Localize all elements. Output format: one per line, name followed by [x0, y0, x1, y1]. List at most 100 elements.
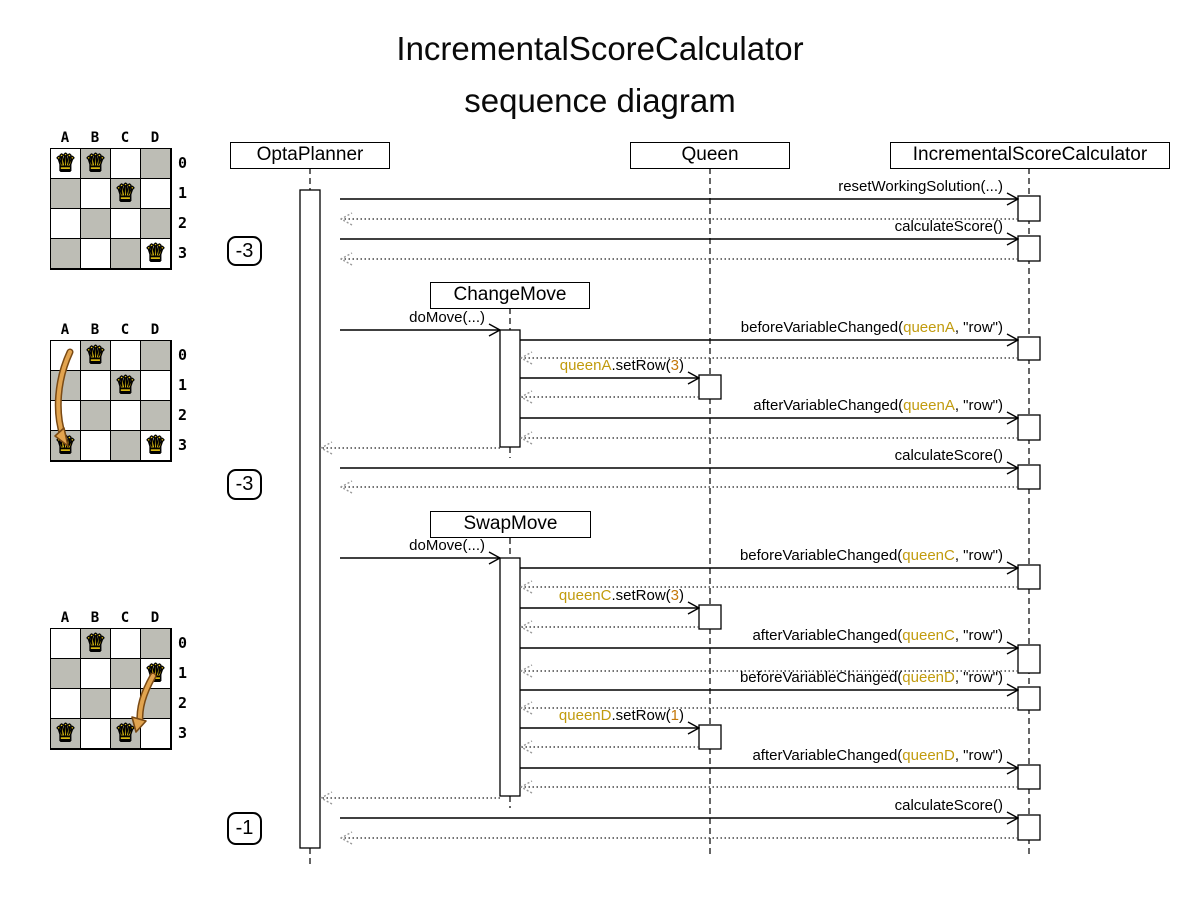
object-swapmove: SwapMove [430, 511, 591, 538]
board-cell: ♛ [111, 719, 141, 749]
activation-box [1017, 464, 1041, 490]
queen-icon: ♛ [54, 150, 77, 178]
message-label: calculateScore() [895, 447, 1003, 465]
board-cell [111, 149, 141, 179]
row-label: 2 [178, 406, 188, 424]
board-cell: ♛ [111, 179, 141, 209]
row-label: 2 [178, 694, 188, 712]
message-label: calculateScore() [895, 218, 1003, 236]
board-cell [81, 209, 111, 239]
queen-icon: ♛ [54, 720, 77, 748]
activation-box [1017, 195, 1041, 222]
label-part: , "row") [954, 669, 1003, 686]
label-part-param: queenC [902, 547, 955, 564]
column-label: B [90, 322, 100, 338]
participant-incrementalscorecalculator: IncrementalScoreCalculator [890, 142, 1170, 169]
board-cell: ♛ [51, 149, 81, 179]
board-cell [141, 179, 171, 209]
label-part-value: 3 [670, 357, 679, 374]
label-part: , "row") [954, 747, 1003, 764]
board-cell [81, 371, 111, 401]
activation-bar [499, 557, 521, 797]
label-part-param: queenD [558, 707, 612, 724]
label-part: calculateScore() [894, 447, 1003, 464]
board-cell [51, 689, 81, 719]
label-part: afterVariableChanged( [752, 747, 903, 764]
column-label: C [120, 322, 130, 338]
column-label: A [60, 322, 70, 338]
label-part: , "row") [954, 319, 1003, 336]
activation-box [698, 724, 722, 750]
label-part-param: queenC [558, 587, 612, 604]
activation-box [1017, 764, 1041, 790]
object-changemove: ChangeMove [430, 282, 590, 309]
message-label: calculateScore() [895, 797, 1003, 815]
board-cell [51, 659, 81, 689]
board-cell [141, 629, 171, 659]
board-cell [141, 689, 171, 719]
label-part-param: queenC [902, 627, 955, 644]
label-part-value: 3 [670, 587, 679, 604]
board-cell [111, 341, 141, 371]
board-cell [111, 209, 141, 239]
label-part-param: queenD [902, 669, 955, 686]
board-cell [111, 239, 141, 269]
score-badge-1: -3 [227, 236, 262, 266]
board-grid: ♛ ♛ ♛ ♛ [50, 148, 172, 270]
score-badge-2: -3 [227, 469, 262, 500]
message-label: queenC.setRow(3) [559, 587, 684, 605]
message-label: doMove(...) [409, 309, 485, 327]
label-part: doMove(...) [409, 309, 485, 326]
label-part: , "row") [954, 627, 1003, 644]
board-cell [81, 719, 111, 749]
row-label: 3 [178, 244, 188, 262]
board-cell [51, 341, 81, 371]
column-label: A [60, 610, 70, 626]
activation-box [1017, 564, 1041, 590]
board-cell [141, 209, 171, 239]
column-label: D [150, 130, 160, 146]
column-label: D [150, 322, 160, 338]
board-cell: ♛ [81, 149, 111, 179]
board-cell [51, 629, 81, 659]
label-part: ) [679, 587, 684, 604]
row-label: 3 [178, 436, 188, 454]
label-part: doMove(...) [409, 537, 485, 554]
label-part: , "row") [954, 397, 1003, 414]
message-label: beforeVariableChanged(queenA, "row") [741, 319, 1003, 337]
board-cell: ♛ [51, 719, 81, 749]
message-label: afterVariableChanged(queenD, "row") [752, 747, 1003, 765]
message-label: beforeVariableChanged(queenC, "row") [740, 547, 1003, 565]
board-cell: ♛ [141, 431, 171, 461]
row-label: 0 [178, 154, 188, 172]
board-cell [51, 209, 81, 239]
message-label: doMove(...) [409, 537, 485, 555]
activation-bar [299, 189, 321, 849]
column-label: B [90, 130, 100, 146]
chessboard-after-swapmove: ♛ ♛ ♛ ♛ A B C D 0 1 2 3 [50, 610, 200, 750]
label-part: beforeVariableChanged( [739, 547, 903, 564]
label-part: .setRow( [611, 587, 671, 604]
label-part: resetWorkingSolution(...) [838, 178, 1003, 195]
board-cell [81, 659, 111, 689]
board-cell [141, 719, 171, 749]
message-label: afterVariableChanged(queenA, "row") [753, 397, 1003, 415]
column-label: A [60, 130, 70, 146]
label-part: ) [679, 707, 684, 724]
label-part: afterVariableChanged( [753, 397, 904, 414]
board-cell: ♛ [141, 239, 171, 269]
label-part: .setRow( [611, 707, 671, 724]
board-cell [51, 179, 81, 209]
activation-bar [499, 329, 521, 448]
label-part: .setRow( [611, 357, 671, 374]
board-cell: ♛ [81, 629, 111, 659]
column-label: C [120, 130, 130, 146]
label-part: afterVariableChanged( [752, 627, 903, 644]
column-label: C [120, 610, 130, 626]
chessboard-initial: ♛ ♛ ♛ ♛ A B C D 0 1 2 3 [50, 130, 200, 270]
board-cell [81, 401, 111, 431]
queen-icon: ♛ [84, 630, 107, 658]
